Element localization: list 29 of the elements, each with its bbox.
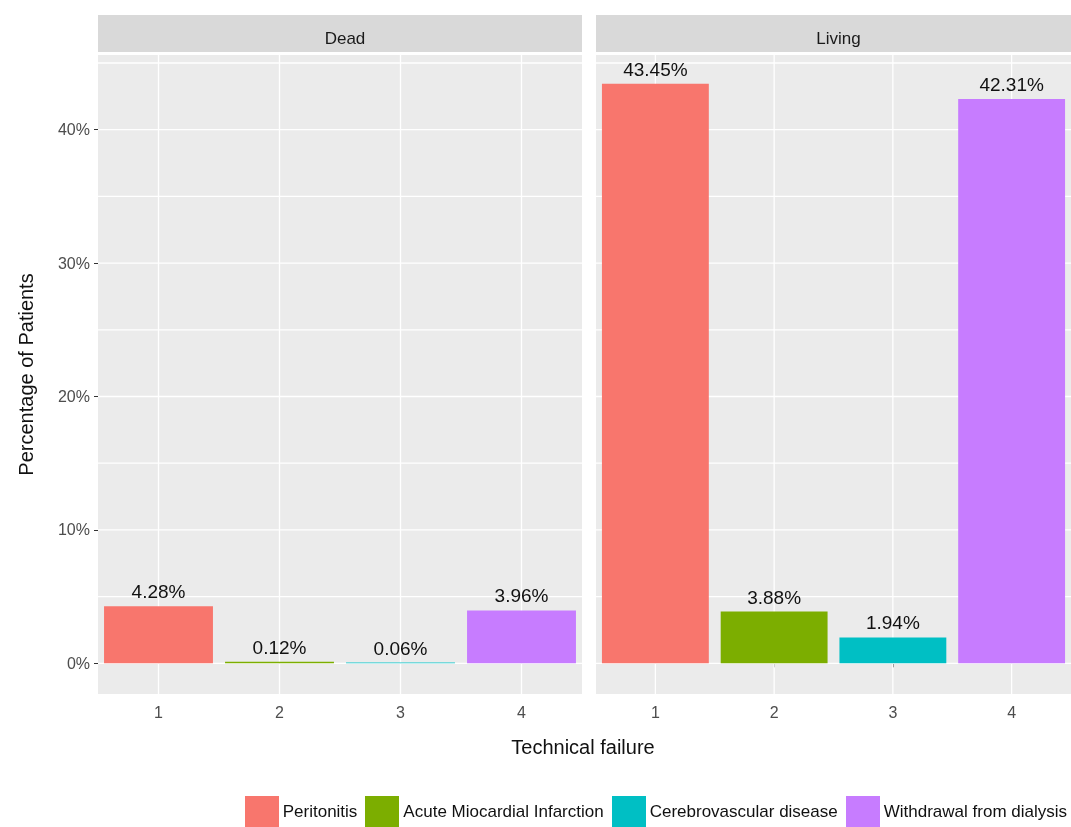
chart-title: Living <box>816 29 861 48</box>
data-label: 3.88% <box>747 586 802 608</box>
data-label: 4.28% <box>131 581 186 603</box>
x-axis-title: Technical failure <box>510 736 656 759</box>
data-label: 0.06% <box>373 637 428 659</box>
x-tick-label: 1 <box>650 703 660 721</box>
data-label: 0.12% <box>252 636 307 658</box>
y-axis-title: Percentage of Patients <box>15 273 37 476</box>
legend-label: Acute Miocardial Infarction <box>403 802 604 822</box>
x-tick-label: 3 <box>888 703 898 721</box>
x-tick-label: 3 <box>396 703 406 721</box>
y-tick-label: 40% <box>57 121 90 139</box>
data-label: 1.94% <box>865 612 920 634</box>
legend-label: Peritonitis <box>282 802 358 822</box>
legend-label: Withdrawal from dialysis <box>883 802 1067 822</box>
y-tick-label: 30% <box>57 254 90 272</box>
x-tick-label: 1 <box>154 703 164 721</box>
x-tick-label: 4 <box>517 703 527 721</box>
y-tick-label: 20% <box>57 388 90 406</box>
x-tick-label: 2 <box>275 703 285 721</box>
data-label: 3.96% <box>494 585 549 607</box>
y-tick-label: 10% <box>57 521 90 539</box>
x-tick-label: 4 <box>1007 703 1017 721</box>
y-tick-label: 0% <box>66 654 90 672</box>
data-label: 43.45% <box>623 58 688 80</box>
legend-label: Cerebrovascular disease <box>649 802 838 822</box>
chart-title: Dead <box>324 29 366 48</box>
data-label: 42.31% <box>979 73 1044 95</box>
x-tick-label: 2 <box>769 703 779 721</box>
